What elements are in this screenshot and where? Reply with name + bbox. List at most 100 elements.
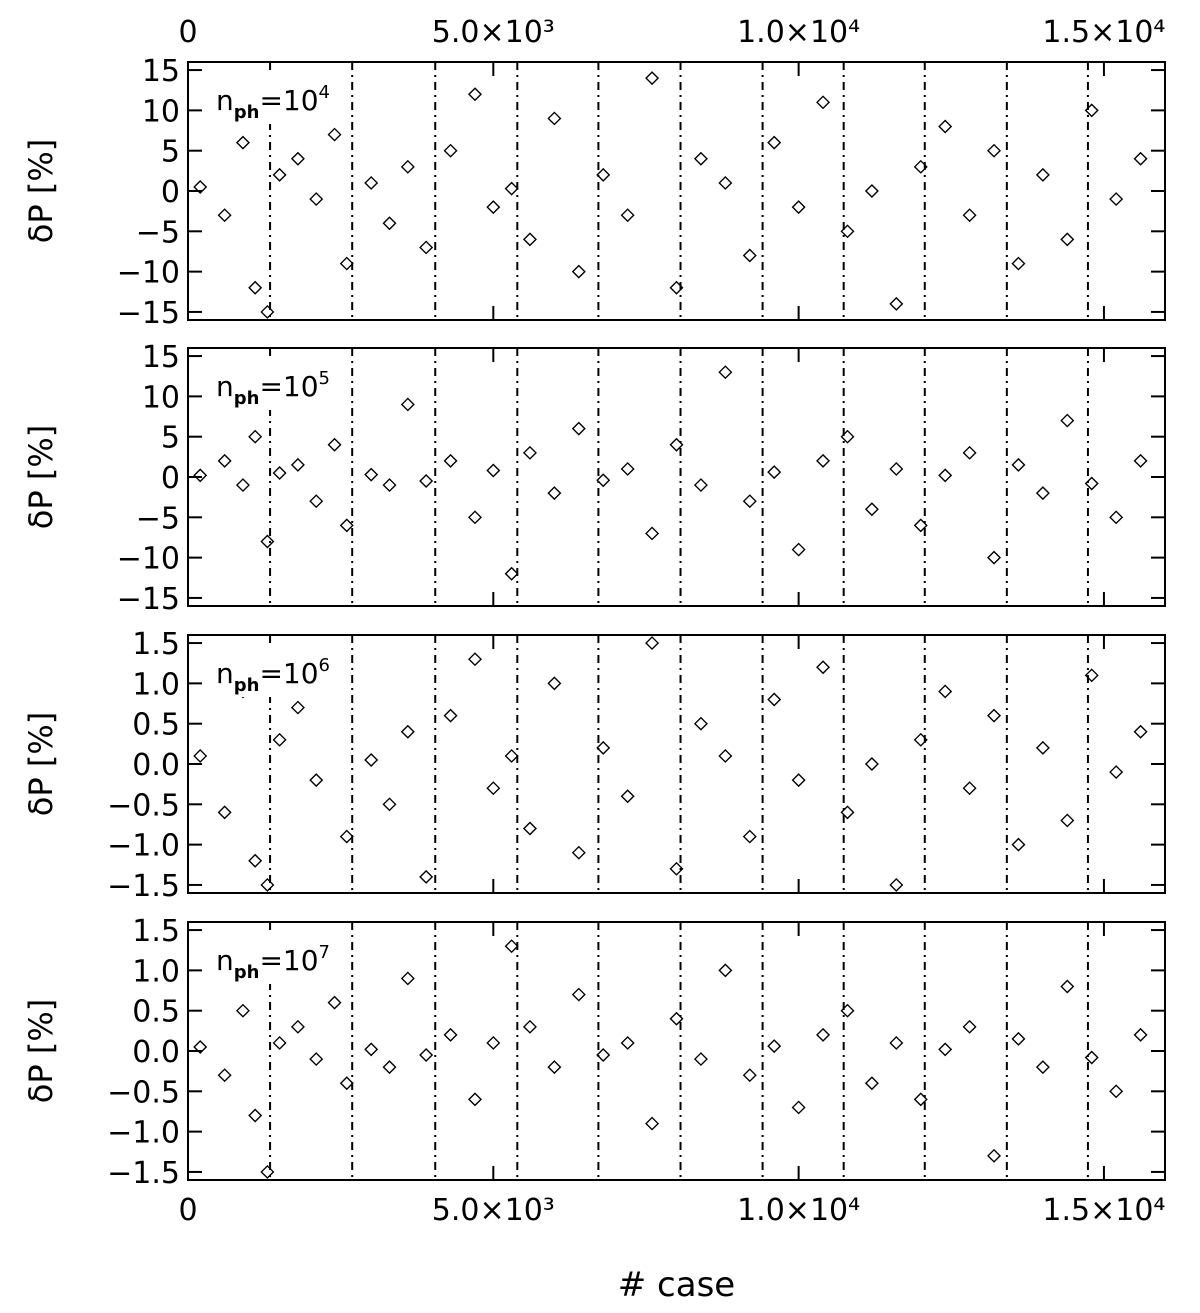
point [889,296,904,311]
point [742,829,757,844]
point [1084,103,1099,118]
point [547,111,562,126]
point [1060,232,1075,247]
point [248,853,263,868]
annotation: nph=105 [216,368,330,409]
point [620,461,635,476]
point [816,1027,831,1042]
point [504,566,519,581]
y-tick-label: −10 [117,256,180,291]
point [889,877,904,892]
point [889,1035,904,1050]
point [669,861,684,876]
annotation-sup: 6 [319,655,330,676]
point [1084,476,1099,491]
y-tick-label: 0 [161,175,180,210]
point [1084,668,1099,683]
annotation: nph=106 [216,655,330,696]
point [235,478,250,493]
point [596,167,611,182]
point [339,518,354,533]
point [938,684,953,699]
point [718,365,733,380]
point [913,732,928,747]
point [767,1039,782,1054]
point [339,1076,354,1091]
point [938,1042,953,1057]
annotation-bg [210,72,350,124]
point [1133,724,1148,739]
point [1084,1050,1099,1065]
annotation-eq: =10 [259,944,318,977]
y-tick-label: 0 [161,461,180,496]
point [419,1048,434,1063]
point [718,963,733,978]
point [1011,457,1026,472]
point [840,429,855,444]
point [309,494,324,509]
point [382,216,397,231]
point [645,1116,660,1131]
point [962,445,977,460]
point [443,1027,458,1042]
point [791,1100,806,1115]
x-tick-label: 5.0×10³ [432,1193,555,1228]
point [816,95,831,110]
point [443,143,458,158]
point [419,474,434,489]
y-axis-label: δP [%] [22,712,60,816]
point [1035,740,1050,755]
y-tick-label: 0.5 [132,995,180,1030]
y-tick-label: 1.0 [132,667,180,702]
point [248,1108,263,1123]
point [840,1003,855,1018]
point [645,526,660,541]
point [468,510,482,525]
point [364,752,379,767]
point [193,468,208,483]
point [193,179,208,194]
point [718,175,733,190]
y-tick-label: −0.5 [107,788,180,823]
point [913,1092,928,1107]
point [248,429,263,444]
annotation-sup: 7 [319,942,330,963]
point [419,240,434,255]
point [864,757,879,771]
point [309,773,324,788]
annotation-eq: =10 [259,657,318,690]
point [364,175,379,190]
point [290,457,305,472]
point [547,1060,562,1075]
point [290,700,305,715]
y-tick-label: 5 [161,421,180,456]
point [522,821,537,836]
y-tick-label: −15 [117,582,180,617]
x-tick-label-top: 1.5×10⁴ [1042,15,1165,50]
annotation-bg [210,645,350,697]
point [260,304,275,319]
point [864,184,879,198]
point [864,1076,879,1091]
y-tick-label: 0.5 [132,708,180,743]
point [1035,486,1050,501]
annotation-n: n [216,657,234,690]
y-tick-label: −5 [136,215,180,250]
point [1133,1027,1148,1042]
point [791,542,806,557]
x-tick-label-top: 5.0×10³ [432,15,555,50]
point [400,724,415,739]
point [364,467,379,482]
point [1060,413,1075,428]
annotation-sub: ph [234,675,260,696]
y-tick-label: 10 [142,94,180,129]
y-tick-label: 1.5 [132,914,180,949]
y-tick-label: −1.0 [107,1116,180,1151]
point [486,781,501,796]
point [468,87,482,102]
point [272,167,287,182]
annotation-sup: 5 [319,368,330,389]
y-tick-label: 1.0 [132,954,180,989]
point [767,692,782,707]
point [235,135,250,150]
